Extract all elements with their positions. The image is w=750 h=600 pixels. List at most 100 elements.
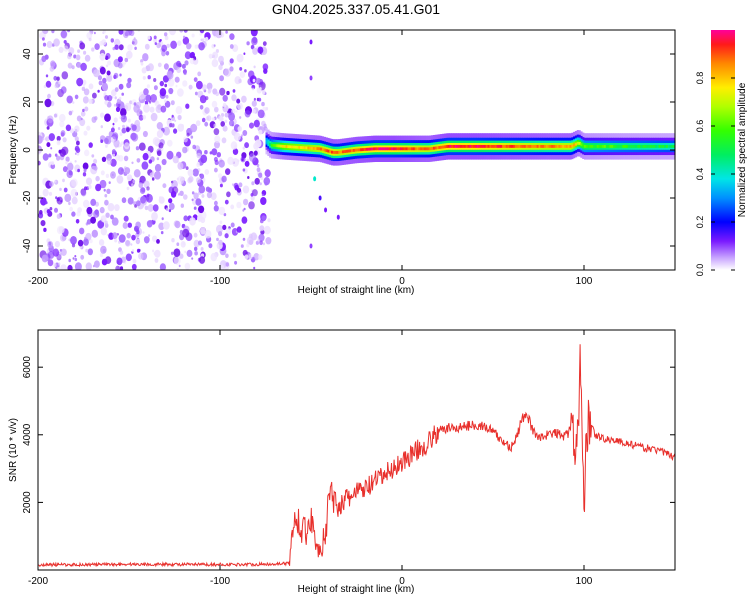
noise-speckle: [171, 180, 178, 189]
noise-speckle: [152, 249, 155, 253]
x-tick-label: 100: [576, 276, 593, 287]
ridge-cell: [554, 144, 558, 148]
noise-speckle: [131, 124, 137, 131]
noise-speckle: [117, 127, 121, 130]
faint-spot: [309, 243, 313, 249]
noise-speckle: [239, 71, 246, 78]
x-tick-label: -200: [28, 276, 48, 287]
noise-speckle: [114, 38, 121, 47]
x-tick-label: -200: [28, 576, 48, 587]
noise-speckle: [142, 130, 148, 138]
ridge-cell: [443, 145, 447, 149]
x-tick-label: 100: [576, 576, 593, 587]
ridge-cell: [354, 148, 357, 152]
noise-speckle: [131, 183, 134, 187]
noise-speckle: [165, 94, 169, 99]
noise-speckle: [87, 248, 94, 256]
noise-speckle: [118, 234, 126, 243]
ridge-cell: [469, 144, 472, 148]
ridge-cell: [589, 144, 592, 148]
noise-speckle: [162, 75, 169, 83]
faint-spot: [336, 214, 340, 220]
noise-speckle: [100, 139, 104, 143]
noise-speckle: [131, 249, 135, 252]
noise-speckle: [46, 209, 51, 214]
noise-speckle: [84, 186, 88, 191]
noise-speckle: [91, 229, 99, 238]
ridge-cell: [624, 144, 627, 148]
noise-speckle: [135, 221, 141, 229]
ridge-cell: [445, 145, 448, 148]
ridge-cell: [407, 147, 410, 151]
noise-speckle: [222, 94, 228, 102]
noise-speckle: [253, 97, 256, 101]
noise-speckle: [225, 30, 228, 34]
noise-speckle: [250, 44, 255, 50]
noise-speckle: [214, 159, 219, 166]
y-tick-label: 40: [22, 48, 33, 60]
noise-speckle: [131, 133, 139, 142]
noise-speckle: [74, 94, 79, 100]
noise-speckle: [215, 91, 219, 97]
noise-speckle: [176, 67, 181, 74]
snr-ylabel: SNR (10 * v/v): [8, 418, 19, 482]
noise-speckle: [44, 98, 52, 108]
noise-speckle: [64, 193, 72, 203]
noise-speckle: [113, 103, 117, 107]
noise-speckle: [192, 144, 196, 150]
y-tick-label: 6000: [22, 356, 33, 379]
noise-speckle: [237, 126, 242, 132]
ridge-cell: [325, 149, 328, 153]
ridge-cell: [553, 144, 556, 148]
noise-speckle: [118, 155, 124, 162]
noise-speckle: [72, 130, 78, 138]
noise-speckle: [199, 95, 207, 104]
noise-speckle: [86, 31, 93, 40]
noise-speckle: [131, 161, 134, 165]
noise-speckle: [211, 100, 218, 108]
ridge-cell: [483, 144, 487, 148]
noise-speckle: [116, 175, 124, 184]
noise-speckle: [204, 107, 210, 114]
noise-speckle: [190, 135, 194, 139]
noise-speckle: [101, 82, 108, 91]
noise-speckle: [71, 178, 78, 187]
noise-speckle: [159, 263, 166, 270]
noise-speckle: [69, 128, 74, 134]
ridge-cell: [358, 148, 361, 152]
noise-speckle: [173, 248, 181, 257]
snr-axes: -200 -100 0 100 2000 4000 6000: [22, 330, 675, 587]
noise-speckle: [76, 140, 80, 146]
noise-speckle: [124, 167, 131, 175]
noise-speckle: [201, 84, 207, 91]
noise-speckle: [138, 248, 141, 252]
noise-speckle: [156, 239, 160, 244]
ridge-cell: [651, 144, 654, 148]
faint-spot: [318, 195, 322, 201]
noise-speckle: [54, 83, 59, 89]
noise-speckle: [110, 171, 116, 179]
noise-speckle: [60, 30, 67, 39]
noise-speckle: [114, 87, 119, 92]
noise-speckle: [193, 232, 198, 238]
ridge-cell: [638, 144, 641, 148]
noise-speckle: [265, 107, 269, 111]
ridge-cell: [647, 144, 650, 148]
noise-speckle: [127, 118, 131, 123]
noise-speckle: [220, 121, 225, 127]
ridge-cell: [545, 144, 548, 148]
ridge-cell: [411, 147, 414, 151]
noise-speckle: [42, 30, 49, 35]
noise-speckle: [108, 181, 111, 185]
noise-speckle: [122, 30, 129, 39]
ridge-cell: [360, 148, 363, 152]
ridge-cell: [509, 144, 512, 148]
noise-speckle: [127, 44, 133, 51]
noise-speckle: [225, 262, 229, 267]
noise-speckle: [221, 137, 227, 144]
ridge-cell: [489, 144, 492, 148]
noise-speckle: [95, 175, 100, 182]
ridge-cell: [462, 144, 465, 148]
ridge-cell: [374, 147, 377, 151]
